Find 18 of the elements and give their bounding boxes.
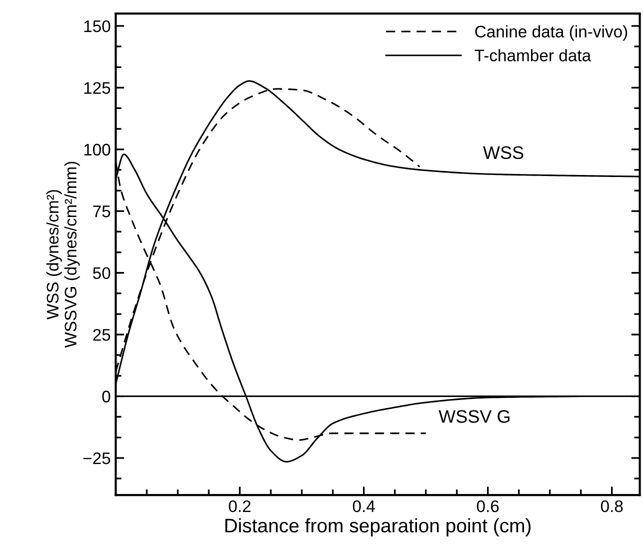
y-tick-label: 0	[102, 390, 110, 402]
y-tick-label: 75	[93, 206, 110, 218]
legend-label: T-chamber data	[474, 49, 592, 62]
y-axis-title: WSS (dynes/cm²) WSSVG (dynes/cm²/mm)	[46, 162, 80, 348]
legend-label: Canine data (in-vivo)	[475, 25, 628, 41]
x-axis-title: Distance from separation point (cm)	[225, 518, 531, 536]
x-tick-label: 0.4	[352, 500, 375, 512]
y-tick-label: 50	[93, 267, 110, 280]
y-tick-label: 150	[84, 20, 110, 32]
x-tick-label: 0.2	[228, 500, 251, 512]
y-tick-label: 25	[93, 328, 110, 341]
x-tick-label: 0.6	[476, 500, 499, 512]
annotation: WSS	[483, 146, 524, 160]
annotation: WSSV G	[438, 410, 510, 423]
y-tick-label: −25	[83, 452, 110, 464]
x-tick-label: 0.8	[600, 500, 623, 512]
y-tick-label: 100	[84, 144, 110, 156]
y-tick-label: 125	[84, 82, 110, 94]
